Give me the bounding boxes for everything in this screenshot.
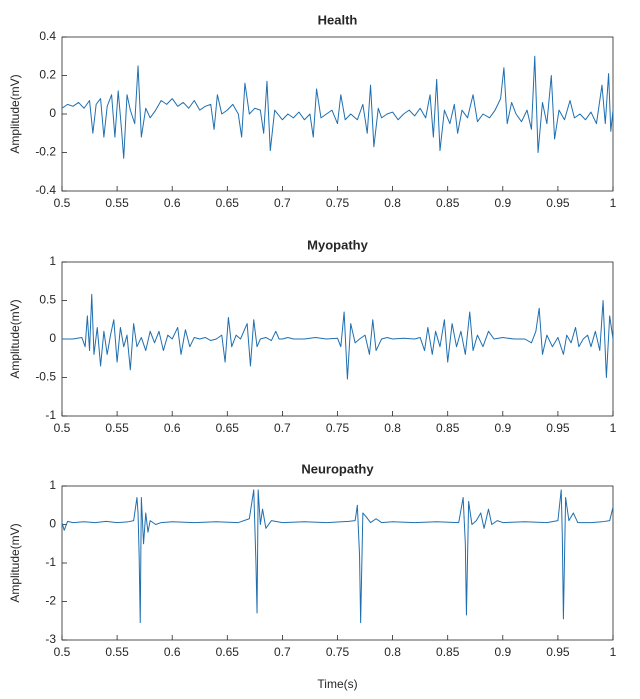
x-tick-label: 0.85 [436,645,460,659]
x-tick-label: 0.65 [216,196,240,210]
y-tick-label: 1 [49,254,56,268]
x-tick-label: 0.6 [164,645,181,659]
chart-title: Health [318,12,358,27]
signal-line [62,293,614,380]
x-tick-label: 0.8 [384,645,401,659]
x-tick-label: 0.85 [436,196,460,210]
x-tick-label: 0.9 [494,421,511,435]
y-tick-label: -0.4 [35,183,56,197]
x-axis-label: Time(s) [317,677,357,691]
x-tick-label: 0.95 [546,421,570,435]
x-tick-label: 0.9 [494,196,511,210]
y-axis-label: Amplitude(mV) [8,299,22,378]
chart-title: Myopathy [307,237,368,252]
x-tick-label: 0.95 [546,196,570,210]
y-axis-label: Amplitude(mV) [8,523,22,602]
x-tick-label: 0.5 [54,645,71,659]
x-tick-label: 0.95 [546,645,570,659]
y-tick-label: 0.2 [39,68,56,82]
y-tick-label: 1 [49,478,56,492]
signal-line [61,489,614,624]
x-tick-label: 0.65 [216,645,240,659]
x-tick-label: 0.5 [54,421,71,435]
x-tick-label: 0.55 [105,196,129,210]
y-tick-label: 0.5 [39,293,56,307]
x-tick-label: 0.8 [384,196,401,210]
y-tick-label: 0 [49,106,56,120]
y-axis-label: Amplitude(mV) [8,74,22,153]
x-tick-label: 0.75 [326,421,350,435]
x-tick-label: 1 [610,645,617,659]
signal-line [61,55,614,159]
x-tick-label: 0.6 [164,421,181,435]
y-tick-label: -0.2 [35,145,56,159]
x-tick-label: 0.85 [436,421,460,435]
y-tick-label: -1 [45,408,56,422]
x-tick-label: 0.55 [105,645,129,659]
x-tick-label: 0.9 [494,645,511,659]
x-tick-label: 0.8 [384,421,401,435]
x-tick-label: 0.7 [274,645,291,659]
x-tick-label: 0.75 [326,645,350,659]
x-tick-label: 0.7 [274,421,291,435]
y-tick-label: -3 [45,632,56,646]
y-tick-label: 0.4 [39,29,56,43]
x-tick-label: 0.5 [54,196,71,210]
x-tick-label: 0.75 [326,196,350,210]
chart-title: Neuropathy [301,461,374,476]
y-tick-label: -2 [45,594,56,608]
x-tick-label: 0.7 [274,196,291,210]
x-tick-label: 0.55 [105,421,129,435]
plot-area [61,36,614,192]
x-tick-label: 0.6 [164,196,181,210]
y-tick-label: 0 [49,517,56,531]
x-tick-label: 0.65 [216,421,240,435]
y-tick-label: 0 [49,331,56,345]
plot-area [61,485,614,641]
y-tick-label: -0.5 [35,370,56,384]
y-tick-label: -1 [45,555,56,569]
x-tick-label: 1 [610,421,617,435]
x-tick-label: 1 [610,196,617,210]
